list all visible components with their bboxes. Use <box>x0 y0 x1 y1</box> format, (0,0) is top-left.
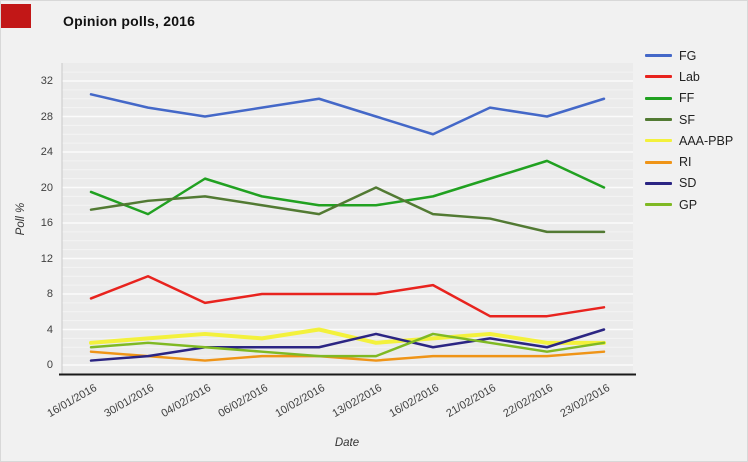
y-tick-label: 8 <box>46 288 53 300</box>
legend-swatch-FG <box>645 54 672 58</box>
x-axis-title: Date <box>334 437 360 449</box>
legend-label: SF <box>679 112 695 127</box>
legend-swatch-FF <box>645 96 672 100</box>
legend-item-SD: SD <box>645 173 733 194</box>
y-tick-label: 4 <box>46 323 53 336</box>
y-tick-label: 24 <box>40 146 53 158</box>
legend-item-GP: GP <box>645 194 733 215</box>
y-tick-label: 20 <box>40 181 53 194</box>
legend-label: SD <box>679 176 697 191</box>
legend-swatch-Lab <box>645 75 672 79</box>
y-tick-label: 16 <box>40 217 53 229</box>
legend-swatch-GP <box>645 203 672 207</box>
series-line-SF <box>89 186 606 234</box>
series-line-GP <box>89 332 606 358</box>
y-tick-label: 28 <box>40 110 53 123</box>
legend-item-AAA-PBP: AAA-PBP <box>645 130 733 151</box>
chart-legend: FG Lab FF SF AAA-PBP RI SD GP <box>645 45 733 215</box>
legend-item-Lab: Lab <box>645 66 733 87</box>
y-tick-label: 32 <box>40 75 53 87</box>
legend-item-RI: RI <box>645 151 733 172</box>
legend-label: FF <box>679 91 695 106</box>
series-line-Lab <box>89 275 606 318</box>
legend-swatch-SD <box>645 181 672 185</box>
series-line-FF <box>89 159 606 216</box>
series-line-SD <box>89 328 606 362</box>
legend-swatch-AAA-PBP <box>645 139 672 143</box>
legend-item-FG: FG <box>645 45 733 66</box>
record-indicator-box <box>1 4 31 28</box>
legend-label: GP <box>679 197 698 212</box>
y-tick-label: 0 <box>46 359 53 371</box>
legend-item-SF: SF <box>645 109 733 130</box>
legend-label: FG <box>679 48 697 63</box>
series-line-RI <box>89 350 606 362</box>
series-line-AAA-PBP <box>89 327 606 345</box>
legend-label: AAA-PBP <box>679 133 734 148</box>
legend-label: Lab <box>679 69 700 84</box>
legend-swatch-SF <box>645 118 672 122</box>
plot-area <box>62 63 633 374</box>
legend-item-FF: FF <box>645 88 733 109</box>
legend-swatch-RI <box>645 160 672 164</box>
series-line-FG <box>89 93 606 136</box>
chart-title: Opinion polls, 2016 <box>63 13 196 29</box>
y-tick-label: 12 <box>40 252 53 265</box>
y-axis-title: Poll % <box>15 202 27 236</box>
legend-label: RI <box>679 155 692 170</box>
